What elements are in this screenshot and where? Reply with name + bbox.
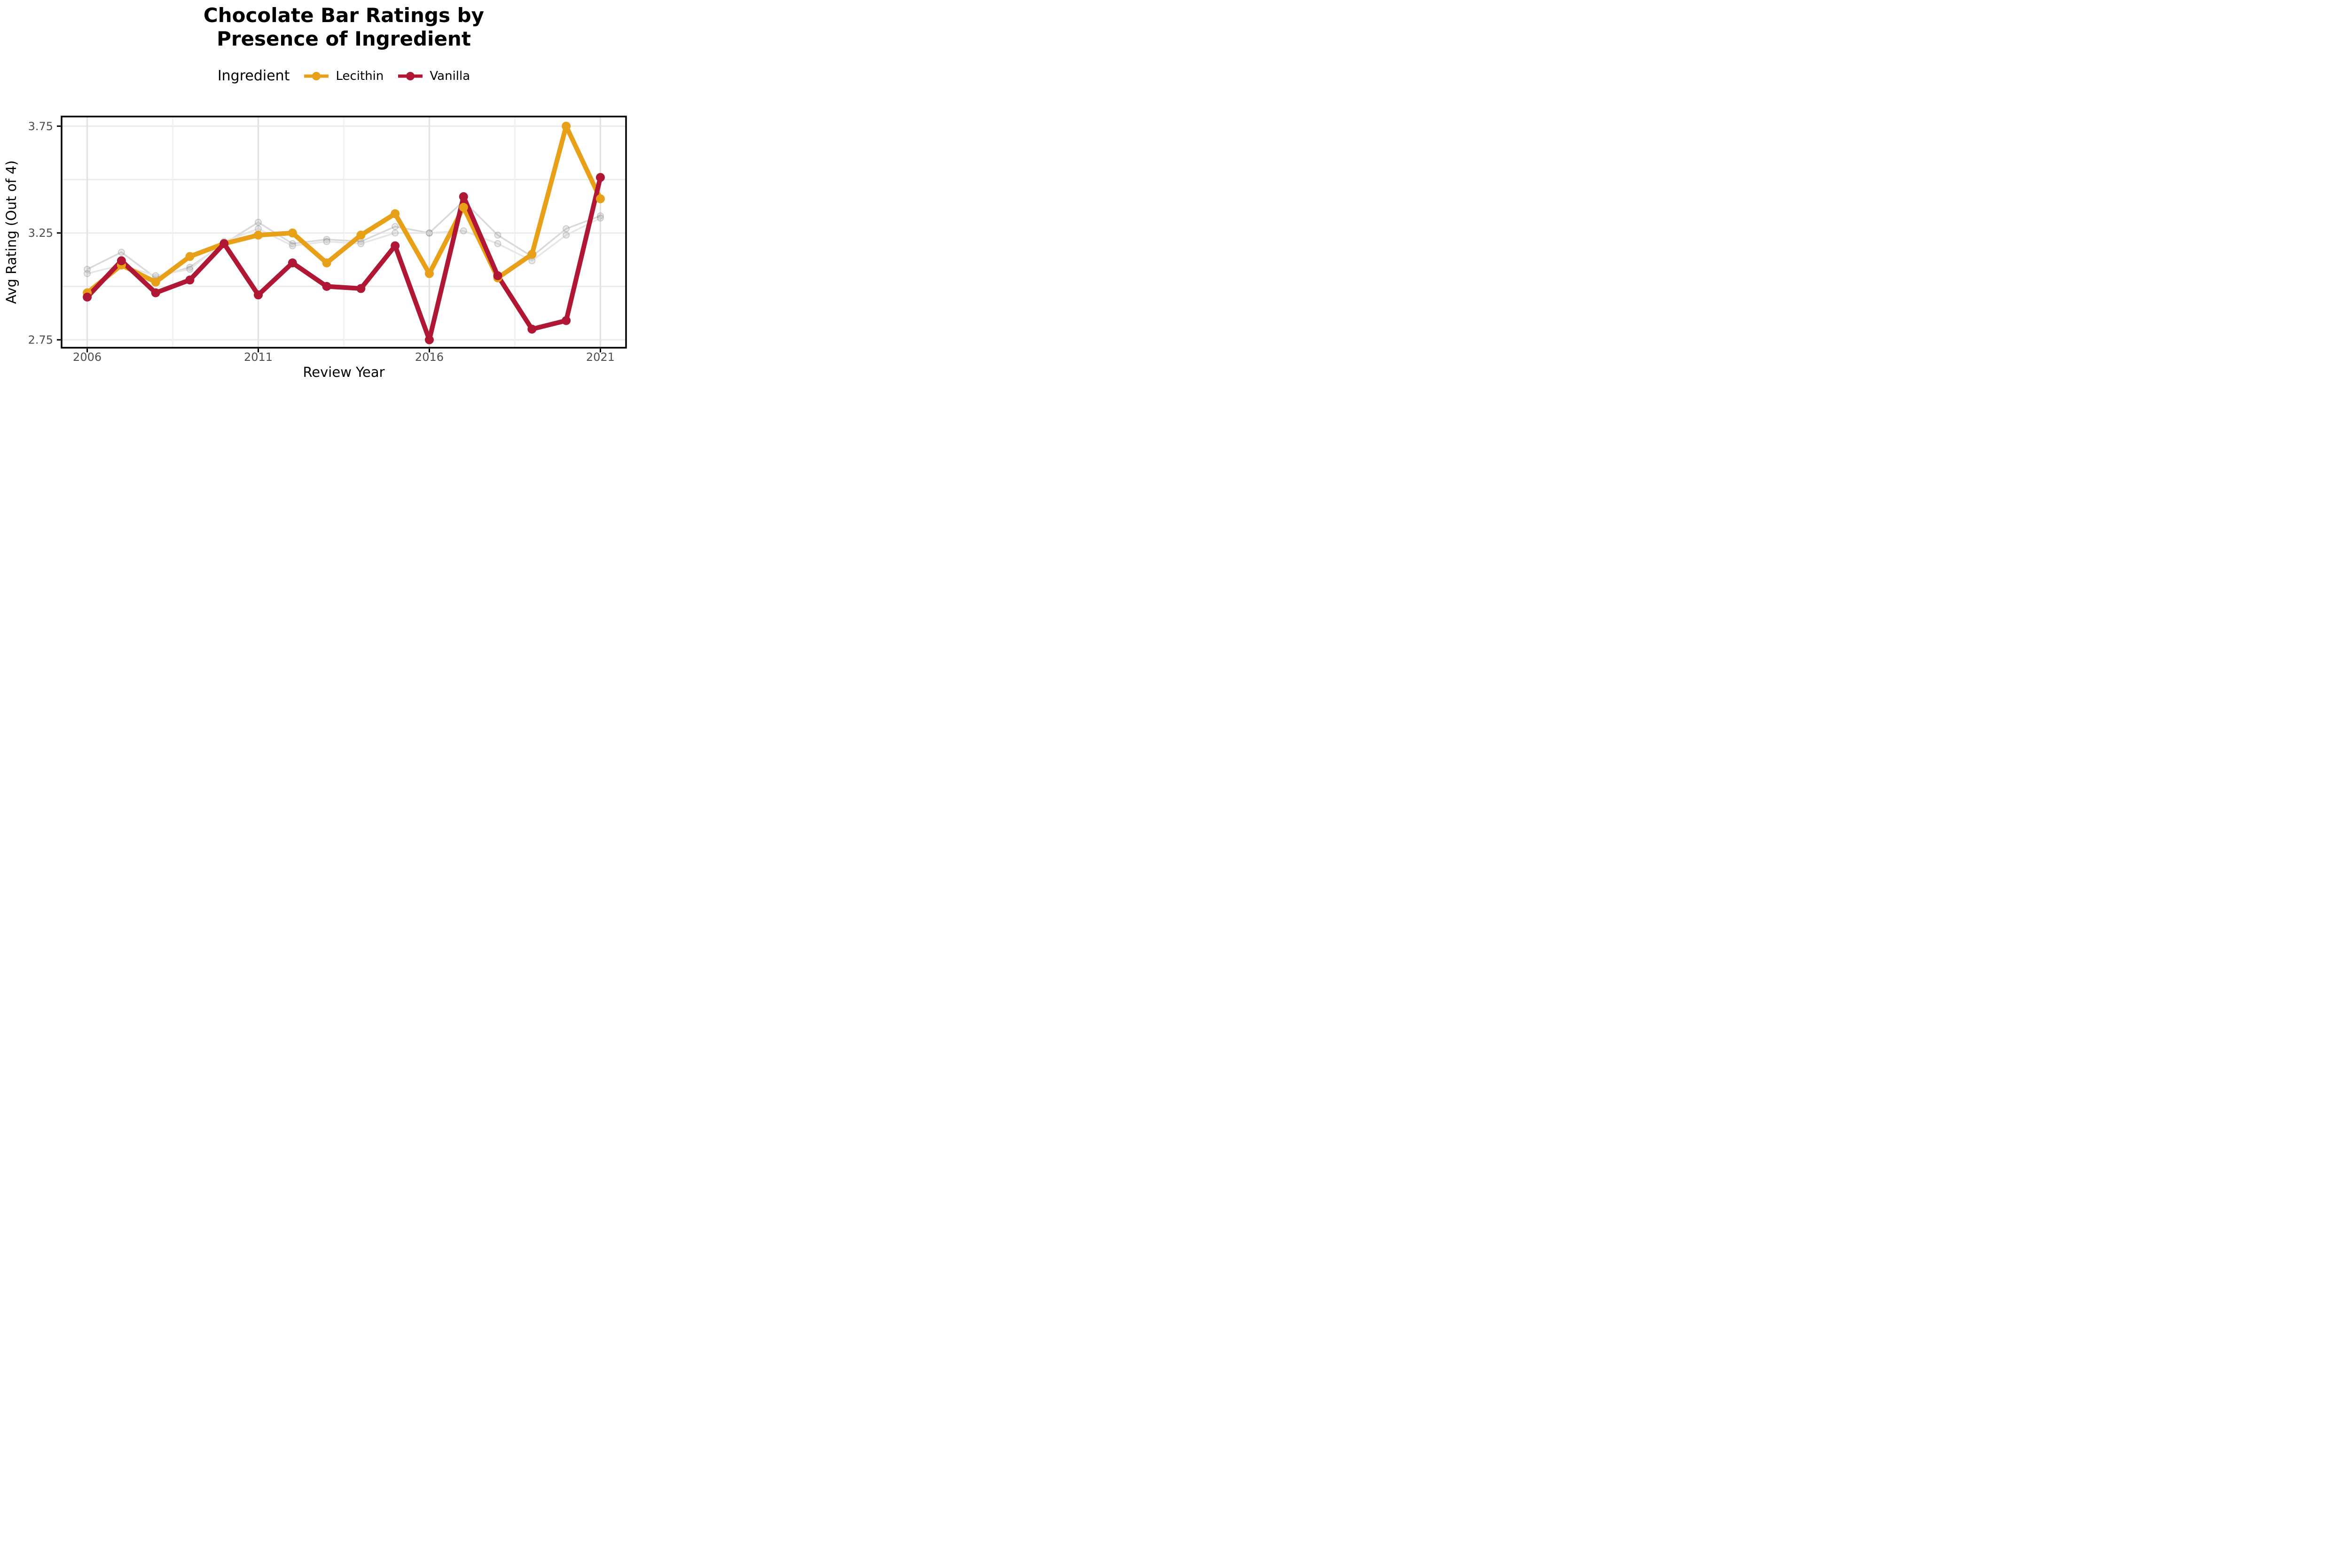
data-point-background — [392, 229, 399, 237]
data-point-vanilla — [595, 173, 605, 182]
legend-marker-icon — [304, 71, 329, 80]
x-tick-label: 2011 — [244, 351, 273, 364]
data-point-lecithin — [185, 252, 195, 261]
series-line-background — [87, 217, 601, 277]
data-point-background — [323, 238, 330, 245]
legend-title: Ingredient — [217, 68, 290, 84]
data-point-vanilla — [562, 316, 571, 325]
data-point-lecithin — [459, 203, 468, 212]
x-tick-label: 2021 — [586, 351, 615, 364]
y-tick-label: 3.75 — [28, 120, 53, 133]
y-tick-label: 2.75 — [28, 334, 53, 347]
data-point-background — [118, 249, 125, 256]
data-point-lecithin — [254, 230, 263, 240]
data-point-lecithin — [356, 230, 366, 240]
data-point-vanilla — [527, 324, 537, 334]
x-tick-label: 2006 — [73, 351, 102, 364]
data-point-lecithin — [527, 250, 537, 259]
data-point-background — [186, 265, 194, 273]
data-point-vanilla — [83, 292, 92, 302]
data-point-background — [392, 223, 399, 230]
data-point-background — [255, 218, 262, 226]
data-point-background — [84, 270, 91, 277]
y-tick-label: 3.25 — [28, 226, 53, 240]
legend-item-label: Vanilla — [430, 69, 470, 83]
data-point-lecithin — [391, 209, 400, 218]
data-point-background — [494, 240, 501, 248]
data-point-vanilla — [151, 288, 160, 297]
data-point-lecithin — [562, 121, 571, 131]
legend: Ingredient Lecithin Vanilla — [62, 68, 626, 84]
data-point-background — [289, 242, 296, 250]
legend-item-lecithin: Lecithin — [303, 69, 384, 83]
data-point-lecithin — [322, 258, 331, 267]
data-point-vanilla — [288, 258, 297, 267]
data-point-lecithin — [424, 269, 434, 278]
plot-panel-border — [61, 116, 627, 349]
data-point-vanilla — [493, 271, 502, 281]
data-point-vanilla — [185, 275, 195, 285]
data-point-lecithin — [288, 228, 297, 238]
data-point-vanilla — [322, 281, 331, 291]
series-line-lecithin — [86, 124, 603, 295]
data-point-background — [494, 231, 501, 239]
y-axis-title: Avg Rating (Out of 4) — [3, 160, 19, 304]
x-axis-title: Review Year — [303, 364, 384, 380]
chart-title-line1: Chocolate Bar Ratings by — [203, 4, 485, 27]
data-point-background — [84, 265, 91, 273]
data-point-lecithin — [595, 194, 605, 203]
data-point-background — [460, 227, 467, 234]
data-point-vanilla — [424, 335, 434, 344]
data-point-vanilla — [219, 239, 229, 249]
chart-title: Chocolate Bar Ratings by Presence of Ing… — [62, 4, 626, 50]
data-point-lecithin — [151, 277, 160, 287]
x-tick-label: 2016 — [415, 351, 444, 364]
data-point-background — [596, 214, 604, 222]
line-chart: 2.75 3.25 3.75 2006 2011 2016 2021 Review Year A… — [3, 116, 627, 380]
data-point-vanilla — [356, 284, 366, 293]
legend-marker-icon — [398, 71, 423, 80]
data-point-background — [563, 225, 570, 233]
chart-title-line2: Presence of Ingredient — [217, 27, 471, 50]
legend-item-vanilla: Vanilla — [397, 69, 470, 83]
data-point-background — [563, 231, 570, 239]
data-point-vanilla — [391, 241, 400, 250]
series-line-vanilla — [85, 177, 603, 343]
data-point-vanilla — [459, 192, 468, 202]
data-point-background — [425, 229, 433, 237]
data-point-vanilla — [254, 290, 263, 300]
figure: Chocolate Bar Ratings by Presence of Ing… — [0, 0, 634, 392]
legend-item-label: Lecithin — [336, 69, 384, 83]
data-point-background — [357, 240, 365, 248]
data-point-vanilla — [117, 256, 126, 265]
